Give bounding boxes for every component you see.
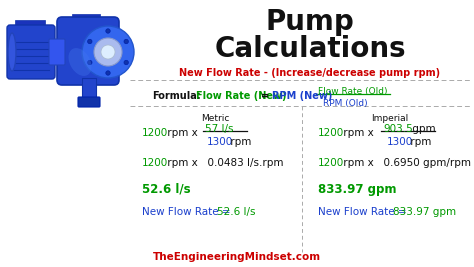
Text: Calculations: Calculations bbox=[214, 35, 406, 63]
Text: 1200: 1200 bbox=[142, 158, 168, 168]
Text: 1200: 1200 bbox=[318, 158, 344, 168]
Circle shape bbox=[88, 60, 92, 65]
FancyBboxPatch shape bbox=[78, 97, 100, 107]
Ellipse shape bbox=[69, 48, 91, 76]
Text: 833.97 gpm: 833.97 gpm bbox=[393, 207, 456, 217]
Text: gpm: gpm bbox=[409, 124, 436, 134]
Text: RPM (New): RPM (New) bbox=[272, 91, 332, 101]
FancyBboxPatch shape bbox=[82, 78, 96, 100]
Ellipse shape bbox=[8, 33, 16, 71]
Text: Pump: Pump bbox=[265, 8, 355, 36]
Text: Metric: Metric bbox=[201, 114, 229, 123]
Circle shape bbox=[124, 39, 128, 44]
Text: New Flow Rate =: New Flow Rate = bbox=[318, 207, 410, 217]
Circle shape bbox=[106, 29, 110, 33]
Text: rpm: rpm bbox=[407, 137, 431, 147]
Text: rpm x: rpm x bbox=[164, 128, 198, 138]
Text: 903.5: 903.5 bbox=[383, 124, 413, 134]
Text: rpm x: rpm x bbox=[340, 128, 374, 138]
FancyBboxPatch shape bbox=[72, 14, 100, 22]
Text: 1200: 1200 bbox=[142, 128, 168, 138]
FancyBboxPatch shape bbox=[15, 20, 45, 28]
Text: New Flow Rate =: New Flow Rate = bbox=[142, 207, 234, 217]
Text: TheEngineeringMindset.com: TheEngineeringMindset.com bbox=[153, 252, 321, 262]
Text: New Flow Rate - (Increase/decrease pump rpm): New Flow Rate - (Increase/decrease pump … bbox=[180, 68, 440, 78]
Text: 52.6 l/s: 52.6 l/s bbox=[142, 183, 191, 196]
Text: 57 l/s: 57 l/s bbox=[205, 124, 234, 134]
Circle shape bbox=[101, 45, 115, 59]
Circle shape bbox=[124, 60, 128, 65]
Text: rpm: rpm bbox=[227, 137, 251, 147]
Text: 1200: 1200 bbox=[318, 128, 344, 138]
FancyBboxPatch shape bbox=[49, 39, 65, 65]
Text: rpm x   0.0483 l/s.rpm: rpm x 0.0483 l/s.rpm bbox=[164, 158, 283, 168]
Text: RPM (Old): RPM (Old) bbox=[323, 99, 368, 108]
Circle shape bbox=[94, 38, 122, 66]
Circle shape bbox=[82, 26, 134, 78]
Text: rpm x   0.6950 gpm/rpm: rpm x 0.6950 gpm/rpm bbox=[340, 158, 471, 168]
Text: =: = bbox=[261, 91, 269, 101]
Text: Imperial: Imperial bbox=[371, 114, 409, 123]
FancyBboxPatch shape bbox=[57, 17, 119, 85]
FancyBboxPatch shape bbox=[7, 25, 55, 79]
Text: Flow Rate (New): Flow Rate (New) bbox=[196, 91, 286, 101]
Text: 52.6 l/s: 52.6 l/s bbox=[217, 207, 255, 217]
Circle shape bbox=[106, 71, 110, 75]
Text: 833.97 gpm: 833.97 gpm bbox=[318, 183, 396, 196]
Circle shape bbox=[88, 39, 92, 44]
Text: 1300: 1300 bbox=[387, 137, 413, 147]
Text: Formula:: Formula: bbox=[152, 91, 201, 101]
Text: Flow Rate (Old): Flow Rate (Old) bbox=[318, 87, 388, 96]
Text: 1300: 1300 bbox=[207, 137, 233, 147]
